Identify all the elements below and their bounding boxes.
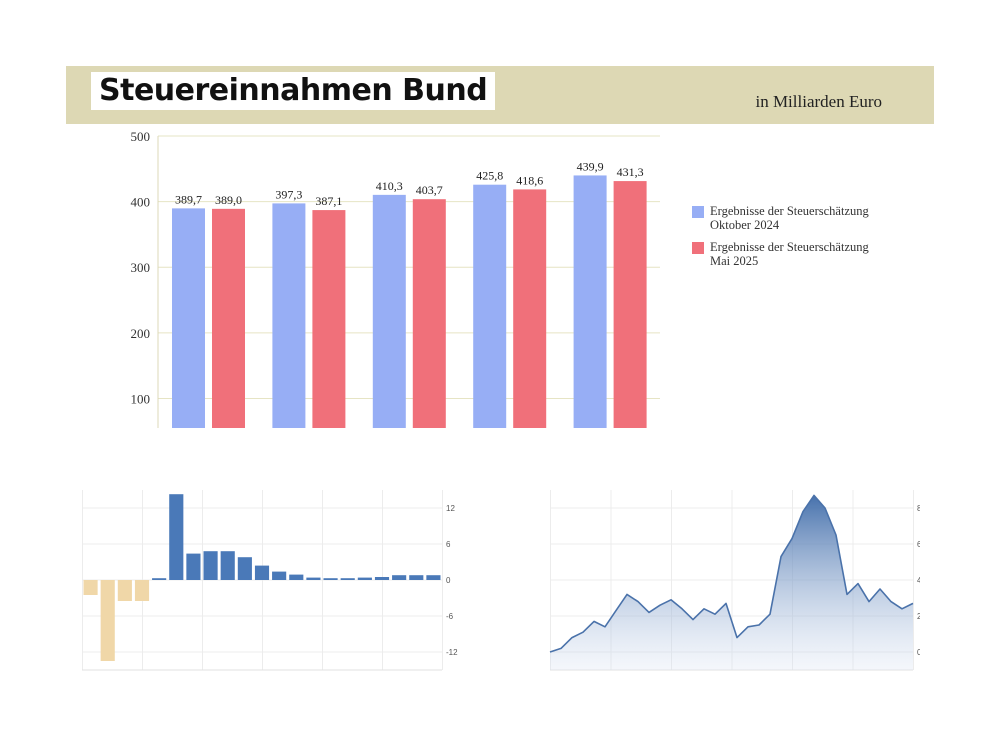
y-tick-label: 6	[446, 540, 451, 549]
bar	[186, 553, 201, 580]
bar	[152, 578, 167, 580]
bar	[340, 578, 355, 580]
chart-header: Steuereinnahmen Bund in Milliarden Euro	[66, 66, 934, 124]
bar	[473, 184, 507, 428]
unit-label: in Milliarden Euro	[755, 92, 882, 111]
data-label: 389,7	[175, 192, 202, 206]
data-label: 439,9	[577, 159, 604, 173]
bar	[357, 577, 372, 580]
series-line	[549, 494, 914, 653]
bar	[83, 580, 98, 595]
bar	[613, 181, 647, 428]
data-label: 403,7	[416, 183, 443, 197]
data-label: 387,1	[315, 194, 342, 208]
y-tick-label: 2	[917, 612, 920, 621]
data-label: 410,3	[376, 179, 403, 193]
bar	[312, 210, 346, 428]
bar	[374, 577, 390, 580]
y-tick-label: 400	[131, 195, 151, 210]
legend-label-mai: Ergebnisse der Steuerschätzung Mai 2025	[710, 240, 869, 268]
legend-label-oktober: Ergebnisse der Steuerschätzung Oktober 2…	[710, 204, 869, 232]
area-line-chart: 8 6 4 2 0	[549, 490, 920, 671]
bar	[426, 575, 441, 580]
y-tick-label: 12	[446, 504, 455, 513]
bar	[392, 575, 407, 580]
bar	[412, 199, 446, 428]
bar	[134, 580, 150, 601]
legend-swatch-mai	[692, 242, 704, 254]
data-label: 425,8	[476, 169, 503, 183]
bar	[100, 580, 115, 661]
bar	[306, 577, 321, 580]
y-tick-label: -6	[446, 612, 454, 621]
y-tick-label: 300	[131, 260, 151, 275]
bar	[212, 208, 245, 428]
y-tick-label: 0	[446, 576, 451, 585]
chart-title: Steuereinnahmen Bund	[91, 72, 496, 110]
legend-swatch-oktober	[692, 206, 704, 218]
bar	[573, 175, 607, 428]
bar	[289, 574, 304, 580]
data-label: 397,3	[275, 187, 302, 201]
bar	[254, 565, 270, 580]
bar	[272, 571, 287, 580]
bar	[323, 578, 338, 580]
legend-item-mai: Ergebnisse der Steuerschätzung Mai 2025	[692, 240, 932, 268]
change-bar-chart: 12 6 0 -6 -12	[82, 490, 458, 671]
bar	[203, 551, 218, 580]
bar	[117, 580, 132, 601]
y-tick-label: 500	[131, 129, 151, 144]
main-bar-chart: 100 200 300 400 500 389,7 389,0 397,3 387,1 410,3…	[131, 129, 660, 428]
y-tick-label: 100	[131, 391, 151, 406]
legend-item-oktober: Ergebnisse der Steuerschätzung Oktober 2…	[692, 204, 932, 232]
bar	[409, 575, 424, 580]
bar	[272, 203, 306, 428]
data-label: 431,3	[617, 165, 644, 179]
data-label: 418,6	[516, 173, 543, 187]
y-tick-label: 200	[131, 326, 151, 341]
bar	[237, 557, 252, 580]
bar	[513, 189, 547, 428]
y-tick-label: -12	[446, 648, 458, 657]
bar	[372, 194, 406, 428]
area-fill	[550, 495, 913, 670]
bar	[169, 494, 184, 580]
bar	[220, 551, 235, 580]
legend: Ergebnisse der Steuerschätzung Oktober 2…	[692, 204, 932, 276]
bar	[172, 208, 205, 428]
y-tick-label: 0	[917, 648, 920, 657]
y-tick-label: 4	[917, 576, 920, 585]
data-label: 389,0	[215, 193, 242, 207]
y-tick-label: 8	[917, 504, 920, 513]
y-tick-label: 6	[917, 540, 920, 549]
